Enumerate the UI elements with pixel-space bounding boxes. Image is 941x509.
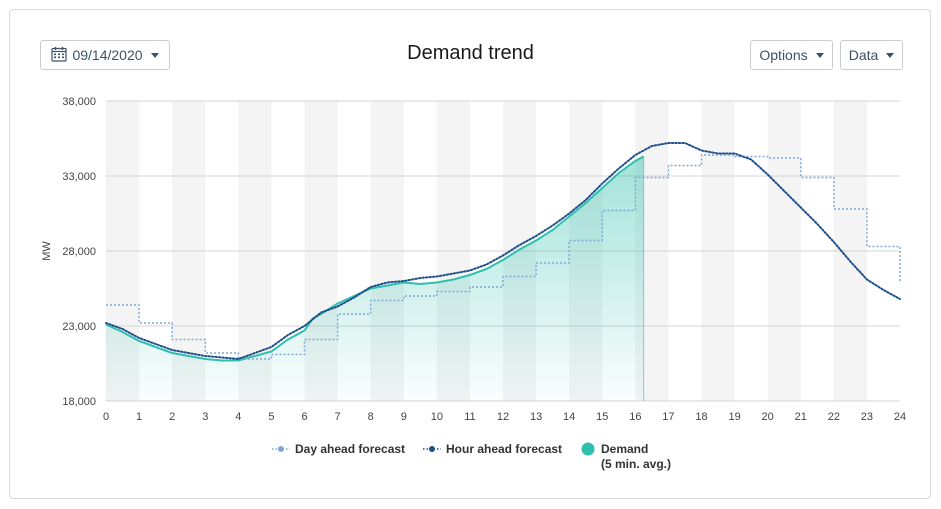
- hour-ahead-legend-icon: [423, 442, 441, 456]
- legend-label-day-ahead: Day ahead forecast: [295, 442, 406, 456]
- legend-item-demand[interactable]: Demand (5 min. avg.): [580, 442, 671, 472]
- y-tick-label: 28,000: [62, 246, 96, 258]
- chart-title: Demand trend: [407, 42, 534, 64]
- y-tick-label: 23,000: [62, 321, 96, 333]
- x-tick-label: 16: [629, 411, 641, 423]
- x-tick-label: 9: [401, 411, 407, 423]
- x-tick-label: 8: [368, 411, 374, 423]
- x-tick-label: 2: [169, 411, 175, 423]
- x-tick-label: 10: [431, 411, 443, 423]
- x-tick-label: 23: [861, 411, 873, 423]
- x-tick-label: 5: [268, 411, 274, 423]
- date-picker-button[interactable]: 09/14/2020: [40, 40, 170, 70]
- x-tick-label: 21: [795, 411, 807, 423]
- x-tick-label: 4: [235, 411, 241, 423]
- x-tick-label: 24: [894, 411, 906, 423]
- legend-label-hour-ahead: Hour ahead forecast: [446, 442, 563, 456]
- legend-item-hour-ahead[interactable]: Hour ahead forecast: [423, 442, 562, 456]
- legend-item-day-ahead[interactable]: Day ahead forecast: [272, 442, 405, 456]
- day-ahead-line: [106, 154, 901, 360]
- x-tick-label: 7: [335, 411, 341, 423]
- options-button[interactable]: Options: [750, 40, 833, 70]
- x-tick-label: 6: [301, 411, 307, 423]
- x-tick-label: 20: [762, 411, 774, 423]
- demand-legend-icon: [580, 442, 596, 458]
- x-tick-label: 11: [464, 411, 475, 423]
- date-value: 09/14/2020: [72, 47, 143, 63]
- demand-area: [106, 156, 644, 401]
- x-tick-label: 18: [695, 411, 707, 423]
- x-tick-label: 22: [828, 411, 840, 423]
- x-tick-label: 15: [596, 411, 608, 423]
- data-button[interactable]: Data: [840, 40, 903, 70]
- legend-label-demand-sub: (5 min. avg.): [601, 457, 672, 471]
- data-label: Data: [848, 47, 879, 63]
- x-tick-label: 3: [202, 411, 208, 423]
- demand-line: [105, 155, 645, 362]
- y-tick-label: 38,000: [62, 96, 96, 108]
- x-tick-label: 12: [497, 411, 509, 423]
- x-tick-label: 17: [662, 411, 674, 423]
- hour-ahead-line: [105, 142, 901, 361]
- x-tick-label: 0: [103, 411, 109, 423]
- y-tick-label: 18,000: [62, 396, 96, 408]
- legend-label-demand: Demand: [601, 442, 649, 456]
- x-tick-label: 14: [563, 411, 575, 423]
- chevron-down-icon: [815, 52, 824, 58]
- x-tick-label: 1: [136, 411, 142, 423]
- x-tick-label: 13: [530, 411, 542, 423]
- x-tick-label: 19: [728, 411, 740, 423]
- calendar-icon: [51, 46, 68, 65]
- y-axis-label: MW: [41, 241, 53, 261]
- day-ahead-legend-icon: [272, 442, 290, 456]
- chevron-down-icon: [150, 52, 159, 58]
- options-label: Options: [759, 47, 808, 63]
- y-tick-label: 33,000: [62, 171, 96, 183]
- chevron-down-icon: [886, 52, 895, 58]
